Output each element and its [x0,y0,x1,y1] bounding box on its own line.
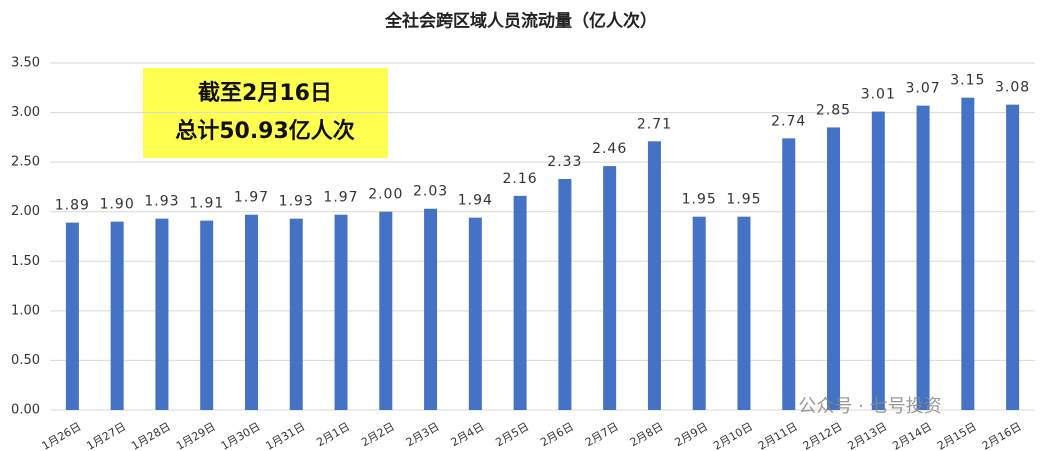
x-tick-label: 2月1日 [314,420,352,449]
chart-title: 全社会跨区域人员流动量（亿人次） [384,11,657,32]
x-tick-label: 2月2日 [359,420,397,449]
bar [244,214,258,410]
value-label: 1.93 [144,194,179,210]
bar [334,214,348,410]
value-label: 3.15 [950,73,985,89]
x-tick-label: 1月26日 [40,420,84,451]
x-tick-label: 2月6日 [538,420,576,449]
bar [289,218,303,410]
bar [155,218,169,410]
x-tick-label: 1月29日 [174,420,218,451]
x-tick-label: 2月13日 [846,420,890,451]
x-tick-label: 2月8日 [628,420,666,449]
value-label: 3.07 [905,81,940,97]
value-label: 3.08 [995,80,1030,96]
x-tick-label: 2月3日 [404,420,442,449]
bar [603,166,617,410]
x-tick-label: 2月12日 [801,420,845,451]
value-label: 1.94 [458,193,493,209]
bar [1006,104,1020,410]
bar [468,217,482,410]
x-tick-label: 2月16日 [980,420,1024,451]
value-label: 2.03 [413,184,448,200]
x-tick-label: 2月11日 [756,420,800,451]
annotation: 总计50.93亿人次 [175,118,355,144]
bar [200,220,214,410]
bar [513,195,527,410]
bar [110,221,124,410]
bar [692,216,706,410]
value-label: 1.90 [100,197,135,213]
value-label: 2.33 [547,154,582,170]
x-tick-label: 1月30日 [219,420,263,451]
plot: 0.00 0.50 1.00 1.50 2.00 2.50 3.00 3.50 1月26日 1.8… [11,56,1035,451]
bar [558,178,572,410]
y-tick-label: 2.00 [11,204,40,219]
y-tick-label: 2.50 [11,155,40,170]
value-label: 1.93 [279,194,314,210]
value-label: 2.85 [816,102,851,118]
x-tick-label: 2月4日 [449,420,487,449]
value-label: 1.95 [726,192,761,208]
y-tick-label: 0.50 [11,353,40,368]
value-label: 1.95 [682,192,717,208]
bar [827,127,841,410]
value-label: 1.97 [323,190,358,206]
value-label: 1.97 [234,190,269,206]
y-tick-label: 0.00 [11,403,40,418]
value-label: 2.46 [592,141,627,157]
bar [424,208,438,410]
x-tick-label: 1月28日 [129,420,173,451]
bar [737,216,751,410]
bar [871,111,885,410]
value-label: 1.91 [189,196,224,212]
y-tick-label: 3.00 [11,105,40,120]
x-tick-label: 2月7日 [583,420,621,449]
x-tick-label: 2月9日 [673,420,711,449]
x-tick-label: 2月15日 [935,420,979,451]
value-label: 2.71 [637,116,672,132]
x-tick-label: 2月10日 [711,420,755,451]
y-tick-label: 1.00 [11,303,40,318]
value-label: 1.89 [55,198,90,214]
y-tick-label: 1.50 [11,254,40,269]
x-tick-label: 2月5日 [493,420,531,449]
x-tick-label: 1月27日 [84,420,128,451]
value-label: 2.74 [771,113,806,129]
bar [647,141,661,410]
value-label: 3.01 [861,87,896,103]
value-label: 2.16 [503,171,538,187]
y-tick-label: 3.50 [11,56,40,71]
bar [379,211,393,410]
bar [916,105,930,410]
value-label: 2.00 [368,187,403,203]
bar [65,222,79,410]
x-tick-label: 2月14日 [890,420,934,451]
annotation: 截至2月16日 [198,81,332,106]
watermark: 公众号 · 七号投资 [798,396,941,417]
bar [961,97,975,410]
x-tick-label: 1月31日 [264,420,308,451]
bar [782,138,796,410]
